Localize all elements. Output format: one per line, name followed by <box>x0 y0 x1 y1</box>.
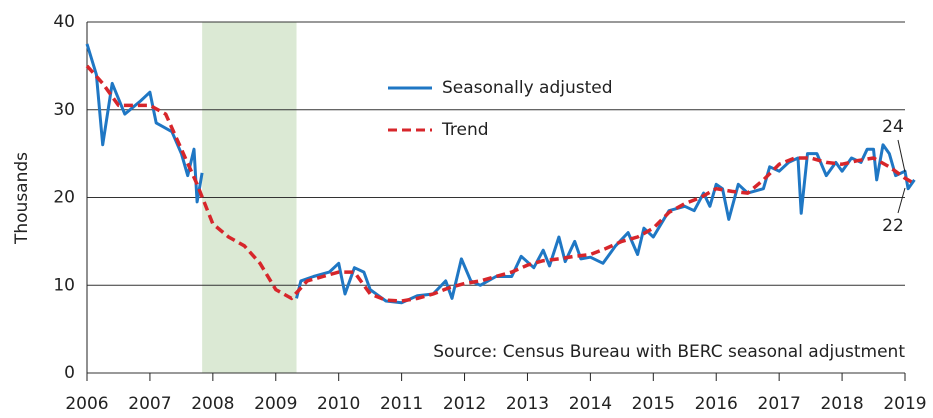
x-tick-label: 2017 <box>758 394 801 414</box>
series-line <box>85 64 917 303</box>
x-tick-label: 2011 <box>380 394 423 414</box>
end-label: 22 <box>882 216 904 236</box>
x-tick-label: 2018 <box>820 394 863 414</box>
legend-label: Trend <box>441 120 489 140</box>
x-tick-label: 2014 <box>569 394 612 414</box>
y-axis-label: Thousands <box>12 152 32 245</box>
x-tick-label: 2013 <box>506 394 549 414</box>
y-tick-label: 40 <box>53 12 75 32</box>
x-tick-label: 2015 <box>632 394 675 414</box>
x-tick-label: 2016 <box>695 394 738 414</box>
x-tick-label: 2008 <box>191 394 234 414</box>
y-tick-label: 10 <box>53 275 75 295</box>
source-note: Source: Census Bureau with BERC seasonal… <box>433 342 905 362</box>
x-tick-label: 2012 <box>443 394 486 414</box>
x-tick-label: 2007 <box>128 394 171 414</box>
x-tick-label: 2010 <box>317 394 360 414</box>
y-tick-label: 20 <box>53 188 75 208</box>
y-tick-label: 30 <box>53 100 75 120</box>
y-tick-label: 0 <box>64 363 75 383</box>
end-label-leader <box>897 139 906 173</box>
end-label-leader <box>897 187 906 214</box>
end-label: 24 <box>882 117 904 137</box>
legend-label: Seasonally adjusted <box>442 78 613 98</box>
x-tick-label: 2006 <box>65 394 108 414</box>
x-tick-label: 2019 <box>883 394 926 414</box>
x-tick-label: 2009 <box>254 394 297 414</box>
